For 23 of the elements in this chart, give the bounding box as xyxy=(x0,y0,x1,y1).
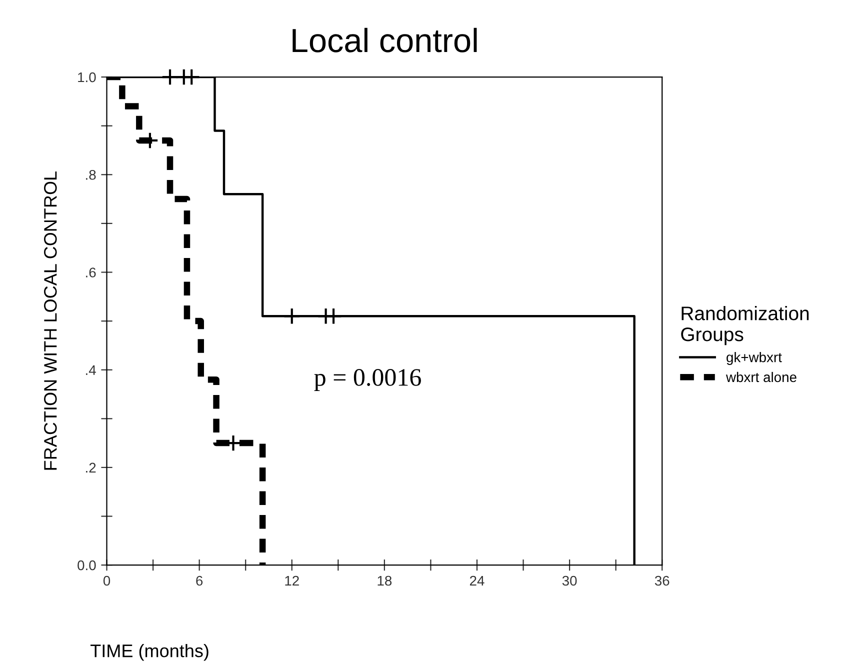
y-tick-label: .4 xyxy=(86,365,96,375)
x-tick-label: 12 xyxy=(285,576,299,586)
annotation: p = 0.0016 xyxy=(314,368,421,391)
x-tick-label: 6 xyxy=(196,576,203,586)
x-tick-label: 18 xyxy=(378,576,392,586)
legend-label: wbxrt alone xyxy=(726,372,796,382)
y-tick-label: .8 xyxy=(86,170,96,180)
y-tick-label: 0.0 xyxy=(78,560,96,570)
y-axis-title: FRACTION WITH LOCAL CONTROL xyxy=(44,172,57,470)
x-axis-title: TIME (months) xyxy=(90,644,208,661)
x-tick-label: 30 xyxy=(562,576,577,586)
x-tick-label: 0 xyxy=(103,576,110,586)
y-tick-label: 1.0 xyxy=(78,72,96,82)
point xyxy=(324,308,342,325)
chart-title: Local control xyxy=(292,28,477,52)
x-tick-label: 36 xyxy=(654,576,670,586)
legend-label: gk+wbxrt xyxy=(726,352,782,365)
legend-title: Randomization Groups xyxy=(681,306,809,346)
x-tick-label: 24 xyxy=(470,576,484,586)
point xyxy=(283,308,301,325)
y-tick-label: .6 xyxy=(86,268,96,278)
y-tick-label: .2 xyxy=(86,462,96,472)
point xyxy=(161,68,179,86)
